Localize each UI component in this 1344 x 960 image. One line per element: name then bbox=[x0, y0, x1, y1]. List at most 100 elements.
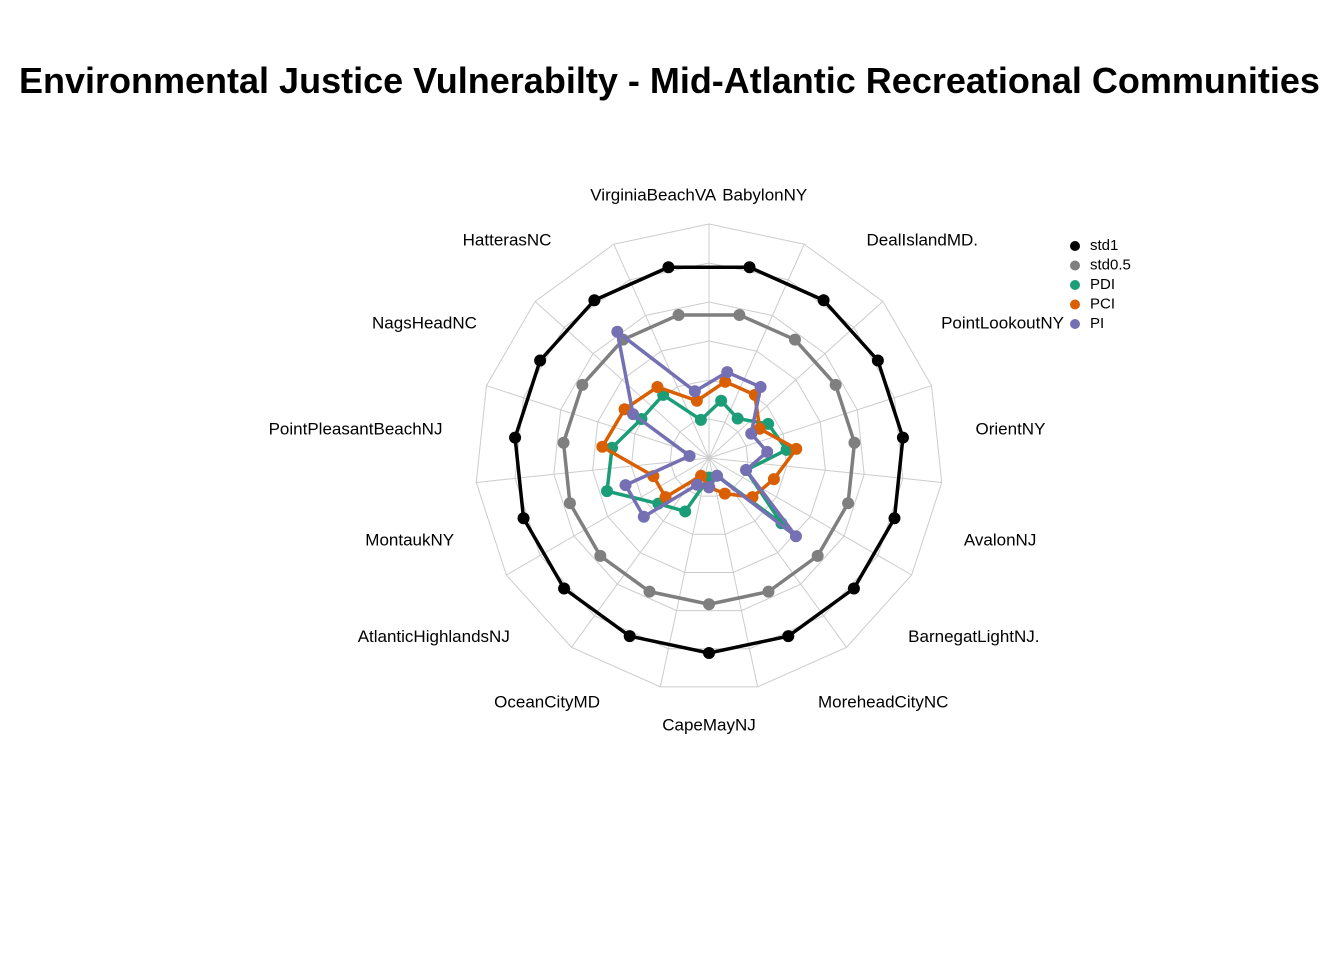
grid-spoke bbox=[708, 457, 942, 483]
series-point bbox=[596, 440, 609, 453]
grid-spoke bbox=[708, 457, 847, 648]
series-point bbox=[761, 445, 774, 458]
legend-item: PDI bbox=[1070, 276, 1115, 293]
axis-label: NagsHeadNC bbox=[372, 313, 477, 332]
grid-spoke bbox=[486, 385, 710, 459]
legend-swatch bbox=[1070, 241, 1080, 251]
series-line bbox=[600, 379, 799, 499]
legend-label: std1 bbox=[1090, 237, 1118, 254]
axis-label: HatterasNC bbox=[463, 231, 552, 250]
axis-label: PointPleasantBeachNJ bbox=[269, 419, 443, 438]
grid-spoke bbox=[708, 244, 805, 459]
legend-swatch bbox=[1070, 260, 1080, 271]
series-point bbox=[731, 412, 744, 425]
grid-spoke bbox=[613, 244, 710, 459]
series-point bbox=[718, 487, 731, 500]
series-point bbox=[558, 582, 571, 595]
series-line bbox=[513, 265, 905, 655]
axis-label: CapeMayNJ bbox=[662, 715, 756, 734]
legend-item: PI bbox=[1070, 315, 1104, 332]
series-point bbox=[679, 505, 692, 518]
axis-label: AtlanticHighlandsNJ bbox=[358, 627, 510, 646]
legend-item: PCI bbox=[1070, 295, 1115, 312]
series-point bbox=[743, 261, 756, 274]
legend-item: std0.5 bbox=[1070, 256, 1131, 273]
legend-swatch bbox=[1070, 299, 1080, 310]
axis-label: AvalonNJ bbox=[964, 530, 1036, 549]
series-point bbox=[662, 261, 675, 274]
grid-layer bbox=[475, 223, 943, 688]
axis-label: VirginiaBeachVA bbox=[590, 185, 717, 204]
legend-swatch bbox=[1070, 319, 1080, 329]
axis-label: PointLookoutNY bbox=[941, 313, 1064, 332]
grid-ring-1 bbox=[669, 418, 749, 497]
legend-label: PCI bbox=[1090, 295, 1115, 312]
axis-label: BabylonNY bbox=[722, 185, 807, 204]
series-std1 bbox=[509, 261, 909, 659]
axis-label: OceanCityMD bbox=[494, 692, 600, 711]
series-point bbox=[788, 333, 801, 346]
series-point bbox=[848, 436, 861, 449]
series-point bbox=[627, 408, 640, 421]
series-layer bbox=[509, 261, 909, 659]
series-point bbox=[703, 647, 715, 659]
series-point bbox=[790, 442, 803, 455]
grid-spoke bbox=[708, 457, 759, 687]
series-point bbox=[703, 481, 715, 494]
series-point bbox=[740, 464, 753, 477]
axis-label: MoreheadCityNC bbox=[818, 692, 948, 711]
series-point bbox=[690, 394, 703, 407]
series-point bbox=[719, 375, 732, 388]
grid-spoke bbox=[708, 301, 884, 459]
axis-label: BarnegatLightNJ. bbox=[908, 627, 1039, 646]
series-point bbox=[703, 598, 715, 611]
grid-spoke bbox=[506, 457, 710, 576]
series-point bbox=[733, 308, 746, 321]
chart-title: Environmental Justice Vulnerabilty - Mid… bbox=[19, 60, 1320, 101]
legend-swatch bbox=[1070, 280, 1080, 290]
series-point bbox=[576, 378, 589, 391]
grid-ring-3 bbox=[592, 340, 826, 573]
series-point bbox=[896, 431, 909, 444]
series-point bbox=[762, 585, 775, 598]
series-point bbox=[517, 512, 530, 525]
grid-spoke bbox=[571, 457, 710, 648]
series-line bbox=[561, 313, 857, 606]
series-point bbox=[651, 381, 664, 394]
series-point bbox=[534, 354, 547, 367]
series-point bbox=[842, 497, 855, 510]
legend-item: std1 bbox=[1070, 237, 1118, 254]
legend-label: std0.5 bbox=[1090, 256, 1131, 273]
axis-label: OrientNY bbox=[976, 419, 1046, 438]
series-point bbox=[871, 354, 884, 367]
series-point bbox=[691, 478, 704, 491]
series-point bbox=[710, 469, 723, 482]
series-point bbox=[888, 512, 901, 525]
series-point bbox=[623, 630, 636, 643]
grid-spoke bbox=[476, 457, 710, 483]
series-point bbox=[594, 549, 607, 562]
legend: std1 std0.5 PDI PCI PI bbox=[1070, 237, 1131, 332]
series-point bbox=[643, 585, 656, 598]
series-point bbox=[721, 366, 734, 379]
series-point bbox=[767, 473, 780, 486]
series-point bbox=[683, 449, 696, 462]
series-std0-5 bbox=[557, 308, 861, 611]
series-point bbox=[588, 294, 601, 307]
axis-label-layer: BabylonNY DealIslandMD. PointLookoutNY Orie… bbox=[269, 185, 1064, 734]
series-point bbox=[611, 325, 624, 338]
grid-spoke bbox=[659, 457, 710, 687]
series-point bbox=[745, 427, 758, 440]
series-point bbox=[509, 431, 522, 444]
series-point bbox=[688, 385, 701, 398]
grid-ring-4 bbox=[553, 301, 865, 612]
series-point bbox=[694, 413, 707, 426]
series-point bbox=[563, 497, 576, 510]
series-point bbox=[672, 308, 685, 321]
series-point bbox=[847, 582, 860, 595]
legend-label: PDI bbox=[1090, 276, 1115, 293]
series-point bbox=[782, 630, 795, 643]
grid-spoke bbox=[708, 457, 912, 576]
series-point bbox=[619, 479, 632, 492]
